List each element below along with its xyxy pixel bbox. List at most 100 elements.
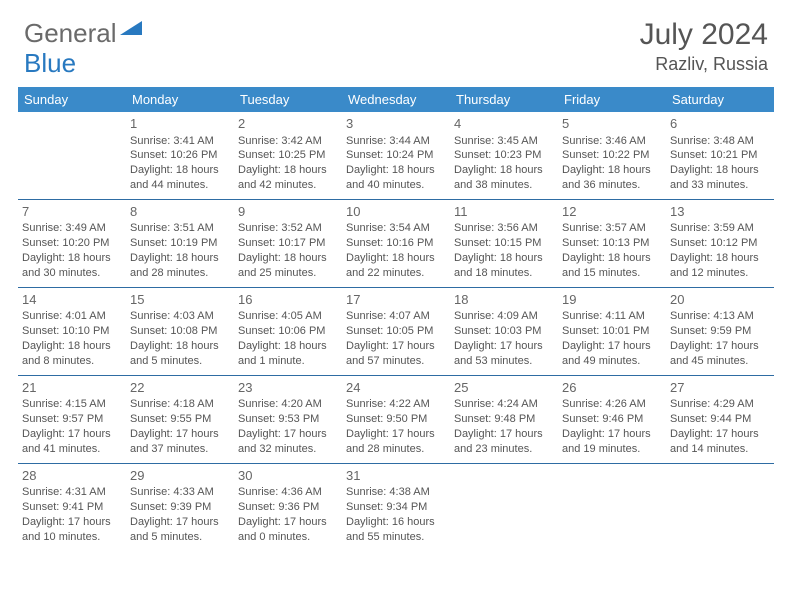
calendar-cell: 1Sunrise: 3:41 AMSunset: 10:26 PMDayligh… bbox=[126, 112, 234, 199]
day-number: 11 bbox=[454, 203, 554, 221]
sunrise-line: Sunrise: 3:56 AM bbox=[454, 221, 554, 236]
day-number: 3 bbox=[346, 115, 446, 133]
calendar-header-row: SundayMondayTuesdayWednesdayThursdayFrid… bbox=[18, 87, 774, 112]
daylight-line: Daylight: 18 hours and 36 minutes. bbox=[562, 163, 662, 193]
daylight-line: Daylight: 18 hours and 40 minutes. bbox=[346, 163, 446, 193]
calendar-table: SundayMondayTuesdayWednesdayThursdayFrid… bbox=[18, 87, 774, 551]
daylight-line: Daylight: 16 hours and 55 minutes. bbox=[346, 515, 446, 545]
daylight-line: Daylight: 17 hours and 45 minutes. bbox=[670, 339, 770, 369]
calendar-cell: 31Sunrise: 4:38 AMSunset: 9:34 PMDayligh… bbox=[342, 463, 450, 550]
sunset-line: Sunset: 9:59 PM bbox=[670, 324, 770, 339]
daylight-line: Daylight: 18 hours and 30 minutes. bbox=[22, 251, 122, 281]
day-number: 18 bbox=[454, 291, 554, 309]
sunrise-line: Sunrise: 4:38 AM bbox=[346, 485, 446, 500]
daylight-line: Daylight: 17 hours and 32 minutes. bbox=[238, 427, 338, 457]
day-number: 31 bbox=[346, 467, 446, 485]
sunset-line: Sunset: 10:25 PM bbox=[238, 148, 338, 163]
location: Razliv, Russia bbox=[640, 54, 768, 75]
sunset-line: Sunset: 10:12 PM bbox=[670, 236, 770, 251]
calendar-cell: 11Sunrise: 3:56 AMSunset: 10:15 PMDaylig… bbox=[450, 199, 558, 287]
sunrise-line: Sunrise: 4:13 AM bbox=[670, 309, 770, 324]
weekday-header: Thursday bbox=[450, 87, 558, 112]
daylight-line: Daylight: 17 hours and 0 minutes. bbox=[238, 515, 338, 545]
day-number: 30 bbox=[238, 467, 338, 485]
sunrise-line: Sunrise: 3:48 AM bbox=[670, 134, 770, 149]
sunset-line: Sunset: 9:36 PM bbox=[238, 500, 338, 515]
daylight-line: Daylight: 17 hours and 57 minutes. bbox=[346, 339, 446, 369]
calendar-cell: 20Sunrise: 4:13 AMSunset: 9:59 PMDayligh… bbox=[666, 287, 774, 375]
sunrise-line: Sunrise: 4:18 AM bbox=[130, 397, 230, 412]
weekday-header: Saturday bbox=[666, 87, 774, 112]
sunrise-line: Sunrise: 3:45 AM bbox=[454, 134, 554, 149]
sunrise-line: Sunrise: 4:36 AM bbox=[238, 485, 338, 500]
sunset-line: Sunset: 9:57 PM bbox=[22, 412, 122, 427]
calendar-cell: 3Sunrise: 3:44 AMSunset: 10:24 PMDayligh… bbox=[342, 112, 450, 199]
day-number: 27 bbox=[670, 379, 770, 397]
day-number: 12 bbox=[562, 203, 662, 221]
sunset-line: Sunset: 10:23 PM bbox=[454, 148, 554, 163]
sunrise-line: Sunrise: 3:52 AM bbox=[238, 221, 338, 236]
month-title: July 2024 bbox=[640, 18, 768, 52]
day-number: 20 bbox=[670, 291, 770, 309]
sunrise-line: Sunrise: 4:05 AM bbox=[238, 309, 338, 324]
daylight-line: Daylight: 18 hours and 1 minute. bbox=[238, 339, 338, 369]
sunset-line: Sunset: 9:39 PM bbox=[130, 500, 230, 515]
sunset-line: Sunset: 10:08 PM bbox=[130, 324, 230, 339]
sunrise-line: Sunrise: 3:46 AM bbox=[562, 134, 662, 149]
logo-triangle-icon bbox=[120, 19, 142, 42]
day-number: 26 bbox=[562, 379, 662, 397]
sunset-line: Sunset: 9:44 PM bbox=[670, 412, 770, 427]
sunset-line: Sunset: 10:20 PM bbox=[22, 236, 122, 251]
day-number: 22 bbox=[130, 379, 230, 397]
sunrise-line: Sunrise: 3:59 AM bbox=[670, 221, 770, 236]
day-number: 4 bbox=[454, 115, 554, 133]
sunrise-line: Sunrise: 4:26 AM bbox=[562, 397, 662, 412]
sunrise-line: Sunrise: 4:01 AM bbox=[22, 309, 122, 324]
calendar-cell: 9Sunrise: 3:52 AMSunset: 10:17 PMDayligh… bbox=[234, 199, 342, 287]
daylight-line: Daylight: 18 hours and 22 minutes. bbox=[346, 251, 446, 281]
sunset-line: Sunset: 9:48 PM bbox=[454, 412, 554, 427]
sunrise-line: Sunrise: 4:07 AM bbox=[346, 309, 446, 324]
calendar-cell: 26Sunrise: 4:26 AMSunset: 9:46 PMDayligh… bbox=[558, 375, 666, 463]
calendar-cell: 6Sunrise: 3:48 AMSunset: 10:21 PMDayligh… bbox=[666, 112, 774, 199]
sunset-line: Sunset: 10:10 PM bbox=[22, 324, 122, 339]
calendar-cell: 12Sunrise: 3:57 AMSunset: 10:13 PMDaylig… bbox=[558, 199, 666, 287]
daylight-line: Daylight: 17 hours and 14 minutes. bbox=[670, 427, 770, 457]
day-number: 19 bbox=[562, 291, 662, 309]
sunset-line: Sunset: 9:53 PM bbox=[238, 412, 338, 427]
sunrise-line: Sunrise: 4:03 AM bbox=[130, 309, 230, 324]
sunset-line: Sunset: 10:06 PM bbox=[238, 324, 338, 339]
logo: General bbox=[24, 18, 144, 49]
sunrise-line: Sunrise: 3:49 AM bbox=[22, 221, 122, 236]
daylight-line: Daylight: 18 hours and 18 minutes. bbox=[454, 251, 554, 281]
sunset-line: Sunset: 10:19 PM bbox=[130, 236, 230, 251]
calendar-row: 21Sunrise: 4:15 AMSunset: 9:57 PMDayligh… bbox=[18, 375, 774, 463]
calendar-cell: 13Sunrise: 3:59 AMSunset: 10:12 PMDaylig… bbox=[666, 199, 774, 287]
day-number: 2 bbox=[238, 115, 338, 133]
calendar-cell: 14Sunrise: 4:01 AMSunset: 10:10 PMDaylig… bbox=[18, 287, 126, 375]
weekday-header: Wednesday bbox=[342, 87, 450, 112]
calendar-cell: 5Sunrise: 3:46 AMSunset: 10:22 PMDayligh… bbox=[558, 112, 666, 199]
sunrise-line: Sunrise: 3:57 AM bbox=[562, 221, 662, 236]
daylight-line: Daylight: 17 hours and 41 minutes. bbox=[22, 427, 122, 457]
calendar-cell: 2Sunrise: 3:42 AMSunset: 10:25 PMDayligh… bbox=[234, 112, 342, 199]
calendar-body: 1Sunrise: 3:41 AMSunset: 10:26 PMDayligh… bbox=[18, 112, 774, 551]
sunrise-line: Sunrise: 4:20 AM bbox=[238, 397, 338, 412]
daylight-line: Daylight: 17 hours and 19 minutes. bbox=[562, 427, 662, 457]
weekday-header: Friday bbox=[558, 87, 666, 112]
calendar-cell: 24Sunrise: 4:22 AMSunset: 9:50 PMDayligh… bbox=[342, 375, 450, 463]
logo-text-general: General bbox=[24, 18, 117, 49]
sunrise-line: Sunrise: 4:31 AM bbox=[22, 485, 122, 500]
day-number: 6 bbox=[670, 115, 770, 133]
daylight-line: Daylight: 18 hours and 33 minutes. bbox=[670, 163, 770, 193]
day-number: 10 bbox=[346, 203, 446, 221]
daylight-line: Daylight: 18 hours and 25 minutes. bbox=[238, 251, 338, 281]
day-number: 25 bbox=[454, 379, 554, 397]
calendar-cell: 30Sunrise: 4:36 AMSunset: 9:36 PMDayligh… bbox=[234, 463, 342, 550]
daylight-line: Daylight: 17 hours and 23 minutes. bbox=[454, 427, 554, 457]
title-block: July 2024 Razliv, Russia bbox=[640, 18, 768, 75]
daylight-line: Daylight: 18 hours and 5 minutes. bbox=[130, 339, 230, 369]
sunset-line: Sunset: 10:17 PM bbox=[238, 236, 338, 251]
day-number: 16 bbox=[238, 291, 338, 309]
sunset-line: Sunset: 10:05 PM bbox=[346, 324, 446, 339]
